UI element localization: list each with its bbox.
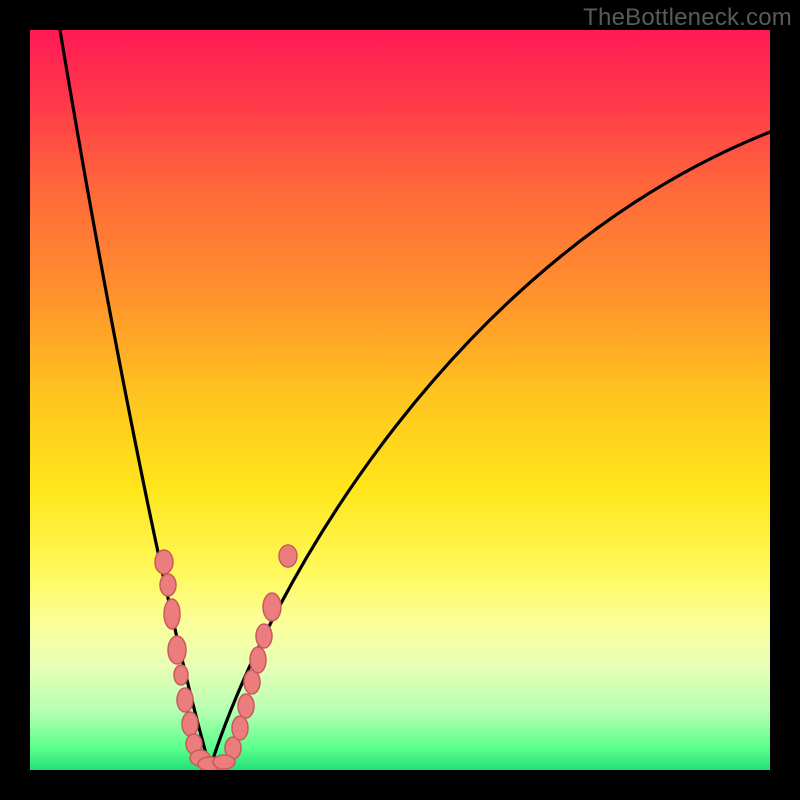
marker-bottom <box>213 755 235 769</box>
marker-left <box>174 665 188 685</box>
marker-left <box>177 688 193 712</box>
chart-root: TheBottleneck.com <box>0 0 800 800</box>
marker-left <box>168 636 186 664</box>
heatmap-background <box>30 30 770 770</box>
marker-right <box>250 647 266 673</box>
marker-right <box>263 593 281 621</box>
bottleneck-chart-svg <box>0 0 800 800</box>
marker-right <box>279 545 297 567</box>
marker-right <box>232 716 248 740</box>
marker-right <box>238 694 254 718</box>
marker-right <box>256 624 272 648</box>
marker-left <box>155 550 173 574</box>
marker-left <box>160 574 176 596</box>
marker-left <box>164 599 180 629</box>
watermark-text: TheBottleneck.com <box>583 4 792 32</box>
marker-left <box>182 712 198 736</box>
